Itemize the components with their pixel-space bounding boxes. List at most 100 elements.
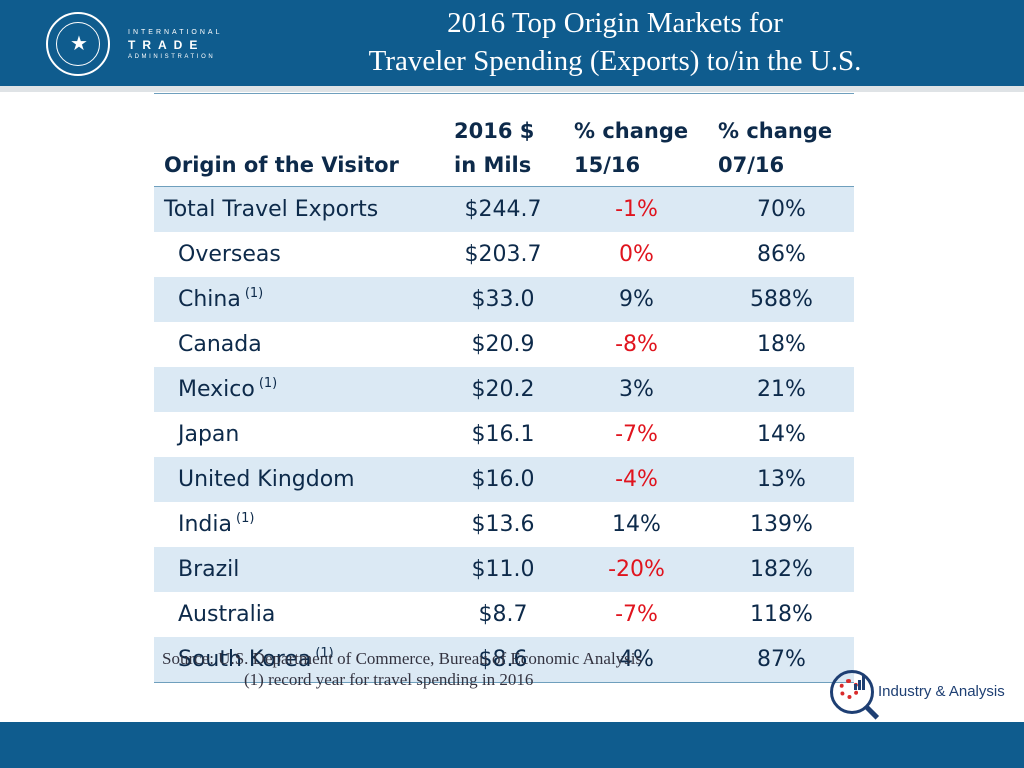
header-pct1-line-1: % change: [574, 119, 689, 143]
pct-change-07-16-cell: 13%: [757, 467, 806, 492]
pct-change-15-16-cell: -1%: [615, 197, 658, 222]
origin-name: Mexico: [178, 377, 255, 402]
pct-change-15-16-cell: -4%: [615, 467, 658, 492]
table-row: Total Travel Exports $244.7 -1% 70%: [154, 187, 854, 232]
pct-change-15-16-cell: 3%: [619, 377, 654, 402]
pct-change-15-16-cell: -7%: [615, 602, 658, 627]
table-row: Overseas $203.7 0% 86%: [154, 232, 854, 277]
origin-cell: Mexico (1): [178, 367, 277, 412]
record-year-note: (1): [258, 376, 278, 391]
table-row: Japan $16.1 -7% 14%: [154, 412, 854, 457]
pct-change-15-16-cell: -8%: [615, 332, 658, 357]
pct-change-07-16-cell: 86%: [757, 242, 806, 267]
origin-name: Japan: [178, 422, 240, 447]
origin-cell: United Kingdom: [178, 457, 359, 502]
origin-name: South Korea: [178, 647, 312, 672]
footer-bar: [0, 722, 1024, 768]
pct-change-07-16-cell: 14%: [757, 422, 806, 447]
value-cell: $16.1: [471, 422, 535, 447]
table-row: Australia $8.7 -7% 118%: [154, 592, 854, 637]
pct-change-07-16-cell: 87%: [757, 647, 806, 672]
magnifier-icon: [830, 670, 874, 714]
header-pct1-line-2: 15/16: [574, 153, 641, 177]
origin-cell: South Korea (1): [178, 637, 334, 682]
header-pct2-line-1: % change: [718, 119, 833, 143]
value-cell: $11.0: [471, 557, 535, 582]
source-line-2: (1) record year for travel spending in 2…: [244, 670, 534, 689]
pct-change-15-16-cell: 4%: [619, 647, 654, 672]
record-year-note: (1): [236, 511, 255, 526]
pct-change-15-16-cell: -20%: [608, 557, 665, 582]
table-row: Brazil $11.0 -20% 182%: [154, 547, 854, 592]
pct-change-15-16-cell: 0%: [619, 242, 654, 267]
value-cell: $203.7: [464, 242, 542, 267]
header-origin: Origin of the Visitor: [164, 153, 399, 177]
table-row: China (1) $33.0 9% 588%: [154, 277, 854, 322]
origin-name: Australia: [178, 602, 276, 627]
value-cell: $8.7: [478, 602, 528, 627]
source-note: Source: U.S. Department of Commerce, Bur…: [162, 648, 642, 690]
origin-cell: Total Travel Exports: [164, 187, 382, 232]
header-pct2-line-2: 07/16: [718, 153, 785, 177]
value-cell: $13.6: [471, 512, 535, 537]
origin-cell: India (1): [178, 502, 254, 547]
table-body: Total Travel Exports $244.7 -1% 70% Over…: [154, 187, 854, 682]
pct-change-07-16-cell: 182%: [750, 557, 813, 582]
table-row: India (1) $13.6 14% 139%: [154, 502, 854, 547]
origin-cell: Overseas: [178, 232, 285, 277]
header-value-line-1: 2016 $: [454, 119, 535, 143]
origin-name: India: [178, 512, 232, 537]
table-row: Mexico (1) $20.2 3% 21%: [154, 367, 854, 412]
ita-line-3: ADMINISTRATION: [128, 54, 216, 60]
origin-cell: Australia: [178, 592, 279, 637]
logo-label: Industry & Analysis: [878, 683, 1005, 700]
table-header: Origin of the Visitor 2016 $ in Mils % c…: [154, 94, 854, 186]
record-year-note: (1): [244, 286, 264, 301]
pct-change-07-16-cell: 18%: [757, 332, 806, 357]
pct-change-07-16-cell: 70%: [757, 197, 806, 222]
pct-change-07-16-cell: 21%: [757, 377, 806, 402]
pct-change-07-16-cell: 588%: [750, 287, 813, 312]
slide-title: 2016 Top Origin Markets for Traveler Spe…: [290, 4, 940, 80]
origin-name: Brazil: [178, 557, 240, 582]
title-line-2: Traveler Spending (Exports) to/in the U.…: [368, 45, 862, 77]
header-bar: ★ INTERNATIONAL TRADE ADMINISTRATION 201…: [0, 0, 1024, 86]
table-bottom-rule: [154, 682, 854, 683]
industry-analysis-logo: Industry & Analysis: [830, 670, 1020, 722]
value-cell: $20.9: [471, 332, 535, 357]
ita-wordmark: INTERNATIONAL TRADE ADMINISTRATION: [128, 28, 223, 61]
origin-name: Overseas: [178, 242, 281, 267]
table-row: Canada $20.9 -8% 18%: [154, 322, 854, 367]
value-cell: $244.7: [464, 197, 542, 222]
eagle-icon: ★: [70, 31, 88, 55]
value-cell: $8.6: [478, 647, 528, 672]
origin-name: United Kingdom: [178, 467, 355, 492]
origin-name: China: [178, 287, 241, 312]
pct-change-07-16-cell: 118%: [750, 602, 813, 627]
origin-cell: Brazil: [178, 547, 243, 592]
table-header-rule: [154, 186, 854, 187]
value-cell: $16.0: [471, 467, 535, 492]
header-divider: [0, 86, 1024, 92]
origin-name: Canada: [178, 332, 262, 357]
pct-change-15-16-cell: -7%: [615, 422, 658, 447]
origin-cell: China (1): [178, 277, 263, 322]
ita-line-2: TRADE: [128, 38, 205, 52]
table-row: South Korea (1) $8.6 4% 87%: [154, 637, 854, 682]
source-line-1: Source: U.S. Department of Commerce, Bur…: [162, 649, 643, 668]
record-year-note: (1): [315, 646, 334, 661]
ita-line-1: INTERNATIONAL: [128, 29, 223, 36]
value-cell: $20.2: [471, 377, 535, 402]
table-top-rule: [154, 93, 854, 94]
pct-change-15-16-cell: 14%: [612, 512, 661, 537]
value-cell: $33.0: [471, 287, 535, 312]
pct-change-15-16-cell: 9%: [619, 287, 654, 312]
header-value-line-2: in Mils: [454, 153, 532, 177]
title-line-1: 2016 Top Origin Markets for: [447, 7, 783, 39]
pct-change-07-16-cell: 139%: [750, 512, 813, 537]
origin-cell: Japan: [178, 412, 243, 457]
department-seal-icon: ★: [46, 12, 110, 76]
table-row: United Kingdom $16.0 -4% 13%: [154, 457, 854, 502]
origin-name: Total Travel Exports: [164, 197, 379, 222]
origin-cell: Canada: [178, 322, 266, 367]
